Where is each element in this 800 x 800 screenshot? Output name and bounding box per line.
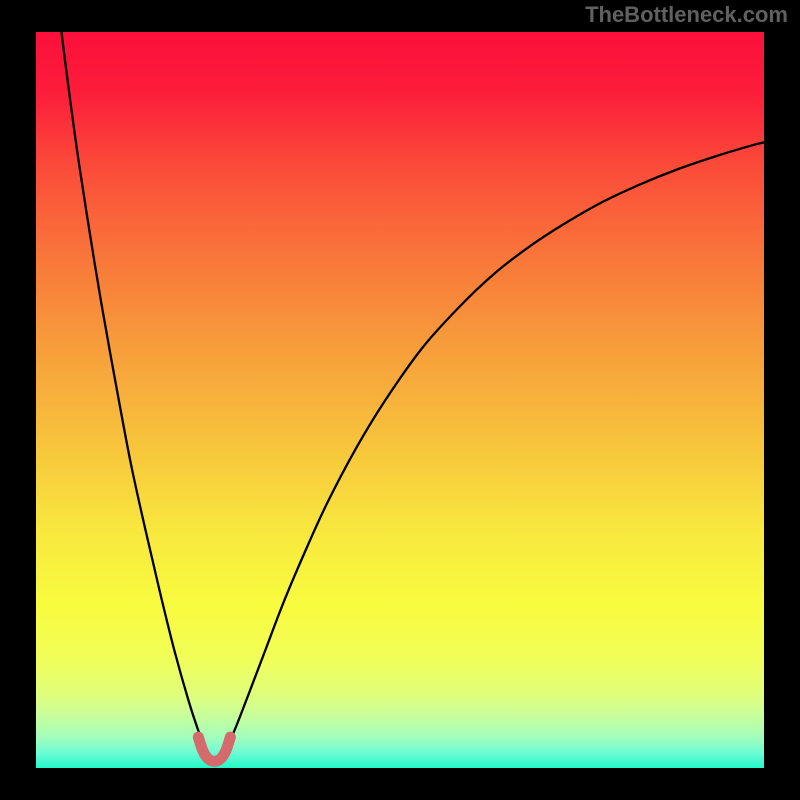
bottleneck-chart-svg	[0, 0, 800, 800]
watermark-text: TheBottleneck.com	[585, 2, 788, 28]
chart-container: TheBottleneck.com	[0, 0, 800, 800]
plot-background	[36, 32, 764, 768]
